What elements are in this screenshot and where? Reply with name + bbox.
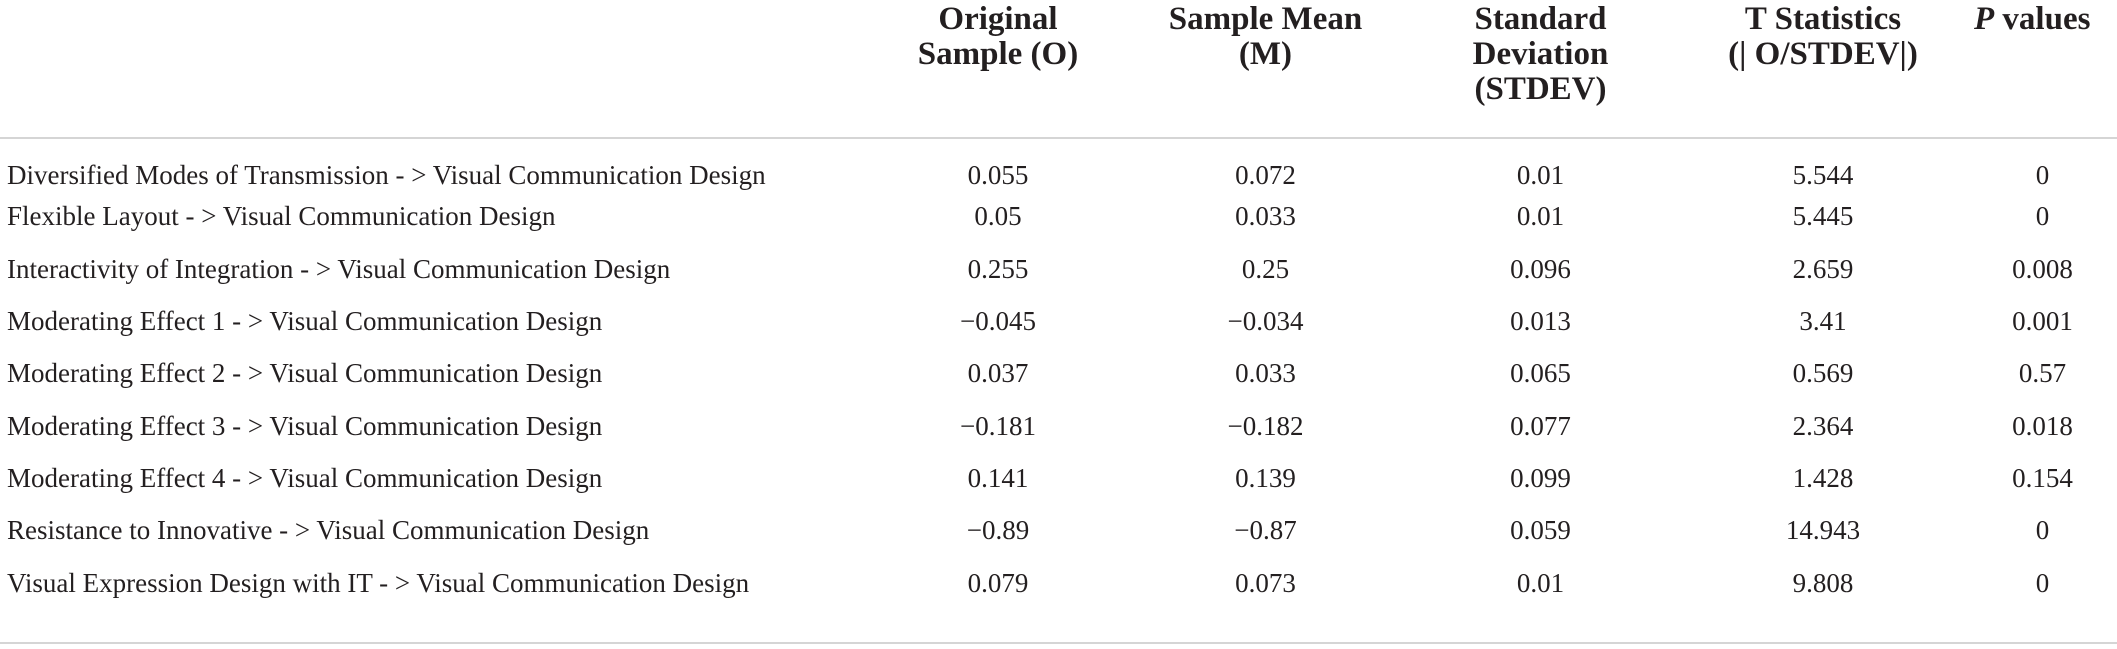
sample-mean-cell: 0.25 [1241,253,1290,284]
header-p-values: P values [1968,0,2117,139]
table-row: Visual Expression Design with IT - > Vis… [0,556,2117,608]
path-cell: Moderating Effect 1 - > Visual Communica… [7,306,603,337]
p-value-cell: 0 [2035,201,2050,232]
sample-mean-cell: −0.182 [1227,410,1304,441]
stdev-cell: 0.065 [1510,358,1571,389]
bottom-rule [0,642,2117,644]
header-sd-line2: Deviation [1472,36,1609,72]
sample-mean-cell: 0.139 [1235,462,1296,493]
original-sample-cell: −0.045 [960,306,1036,337]
sample-mean-cell: −0.87 [1234,515,1297,546]
original-sample-cell: 0.079 [967,567,1029,598]
sample-mean-cell: 0.072 [1235,159,1296,190]
table-row: Moderating Effect 4 - > Visual Communica… [0,452,2117,504]
sample-mean-cell: 0.033 [1235,358,1296,389]
p-value-cell: 0.154 [2012,462,2073,493]
header-t-line2: (| O/STDEV|) [1728,36,1918,72]
t-statistic-cell: 5.544 [1792,159,1854,190]
path-cell: Diversified Modes of Transmission - > Vi… [7,159,766,190]
path-cell: Moderating Effect 3 - > Visual Communica… [7,410,603,441]
stdev-cell: 0.01 [1516,567,1565,598]
original-sample-cell: 0.255 [967,253,1029,284]
t-statistic-cell: 3.41 [1799,306,1847,337]
stdev-cell: 0.01 [1516,201,1565,232]
header-sd-line3: (STDEV) [1474,71,1607,107]
t-statistic-cell: 9.808 [1792,567,1854,598]
header-p-italic: P [1974,1,1995,37]
header-original-sample: Original Sample (O) [868,0,1128,139]
original-sample-cell: 0.141 [967,462,1029,493]
header-original-line1: Original [938,1,1058,37]
header-path [0,0,868,139]
table-header: Original Sample (O) Sample Mean (M) Stan… [0,0,2117,139]
p-value-cell: 0.57 [2018,358,2067,389]
t-statistic-cell: 0.569 [1792,358,1854,389]
stdev-cell: 0.077 [1510,410,1571,441]
header-row: Original Sample (O) Sample Mean (M) Stan… [0,0,2117,139]
p-value-cell: 0.001 [2012,306,2073,337]
stdev-cell: 0.096 [1510,253,1571,284]
table-row: Moderating Effect 1 - > Visual Communica… [0,295,2117,347]
header-t-line1: T Statistics [1744,1,1902,37]
table-row: Flexible Layout - > Visual Communication… [0,190,2117,242]
original-sample-cell: −0.181 [960,410,1036,441]
path-cell: Moderating Effect 4 - > Visual Communica… [7,462,603,493]
path-cell: Moderating Effect 2 - > Visual Communica… [7,358,603,389]
p-value-cell: 0 [2035,159,2050,190]
p-value-cell: 0 [2035,567,2050,598]
stdev-cell: 0.099 [1510,462,1571,493]
p-value-cell: 0.008 [2012,253,2073,284]
table-row: Diversified Modes of Transmission - > Vi… [0,138,2117,190]
header-mean-line1: Sample Mean [1168,1,1363,37]
header-sd-line1: Standard [1474,1,1607,37]
header-p-rest: values [1994,1,2091,37]
header-original-line2: Sample (O) [917,36,1079,72]
path-cell: Visual Expression Design with IT - > Vis… [7,567,750,598]
table-row: Moderating Effect 3 - > Visual Communica… [0,399,2117,451]
p-value-cell: 0.018 [2012,410,2073,441]
original-sample-cell: −0.89 [966,515,1030,546]
t-statistic-cell: 14.943 [1785,515,1861,546]
header-standard-deviation: Standard Deviation (STDEV) [1403,0,1678,139]
t-statistic-cell: 1.428 [1792,462,1854,493]
header-mean-line2: (M) [1238,36,1293,72]
t-statistic-cell: 5.445 [1792,201,1854,232]
p-value-cell: 0 [2035,515,2050,546]
results-table: Original Sample (O) Sample Mean (M) Stan… [0,0,2117,609]
table-body: Diversified Modes of Transmission - > Vi… [0,138,2117,609]
table-row: Resistance to Innovative - > Visual Comm… [0,504,2117,556]
sample-mean-cell: 0.073 [1235,567,1296,598]
t-statistic-cell: 2.364 [1792,410,1854,441]
original-sample-cell: 0.037 [967,358,1029,389]
path-cell: Resistance to Innovative - > Visual Comm… [7,515,650,546]
header-t-statistics: T Statistics (| O/STDEV|) [1678,0,1968,139]
table-row: Moderating Effect 2 - > Visual Communica… [0,347,2117,399]
stdev-cell: 0.059 [1510,515,1571,546]
sample-mean-cell: 0.033 [1235,201,1296,232]
stdev-cell: 0.01 [1516,159,1565,190]
table-row: Interactivity of Integration - > Visual … [0,243,2117,295]
header-sample-mean: Sample Mean (M) [1128,0,1403,139]
path-cell: Flexible Layout - > Visual Communication… [7,201,556,232]
t-statistic-cell: 2.659 [1792,253,1854,284]
original-sample-cell: 0.05 [974,201,1022,232]
original-sample-cell: 0.055 [967,159,1029,190]
path-cell: Interactivity of Integration - > Visual … [7,253,671,284]
sample-mean-cell: −0.034 [1227,306,1304,337]
stdev-cell: 0.013 [1510,306,1571,337]
